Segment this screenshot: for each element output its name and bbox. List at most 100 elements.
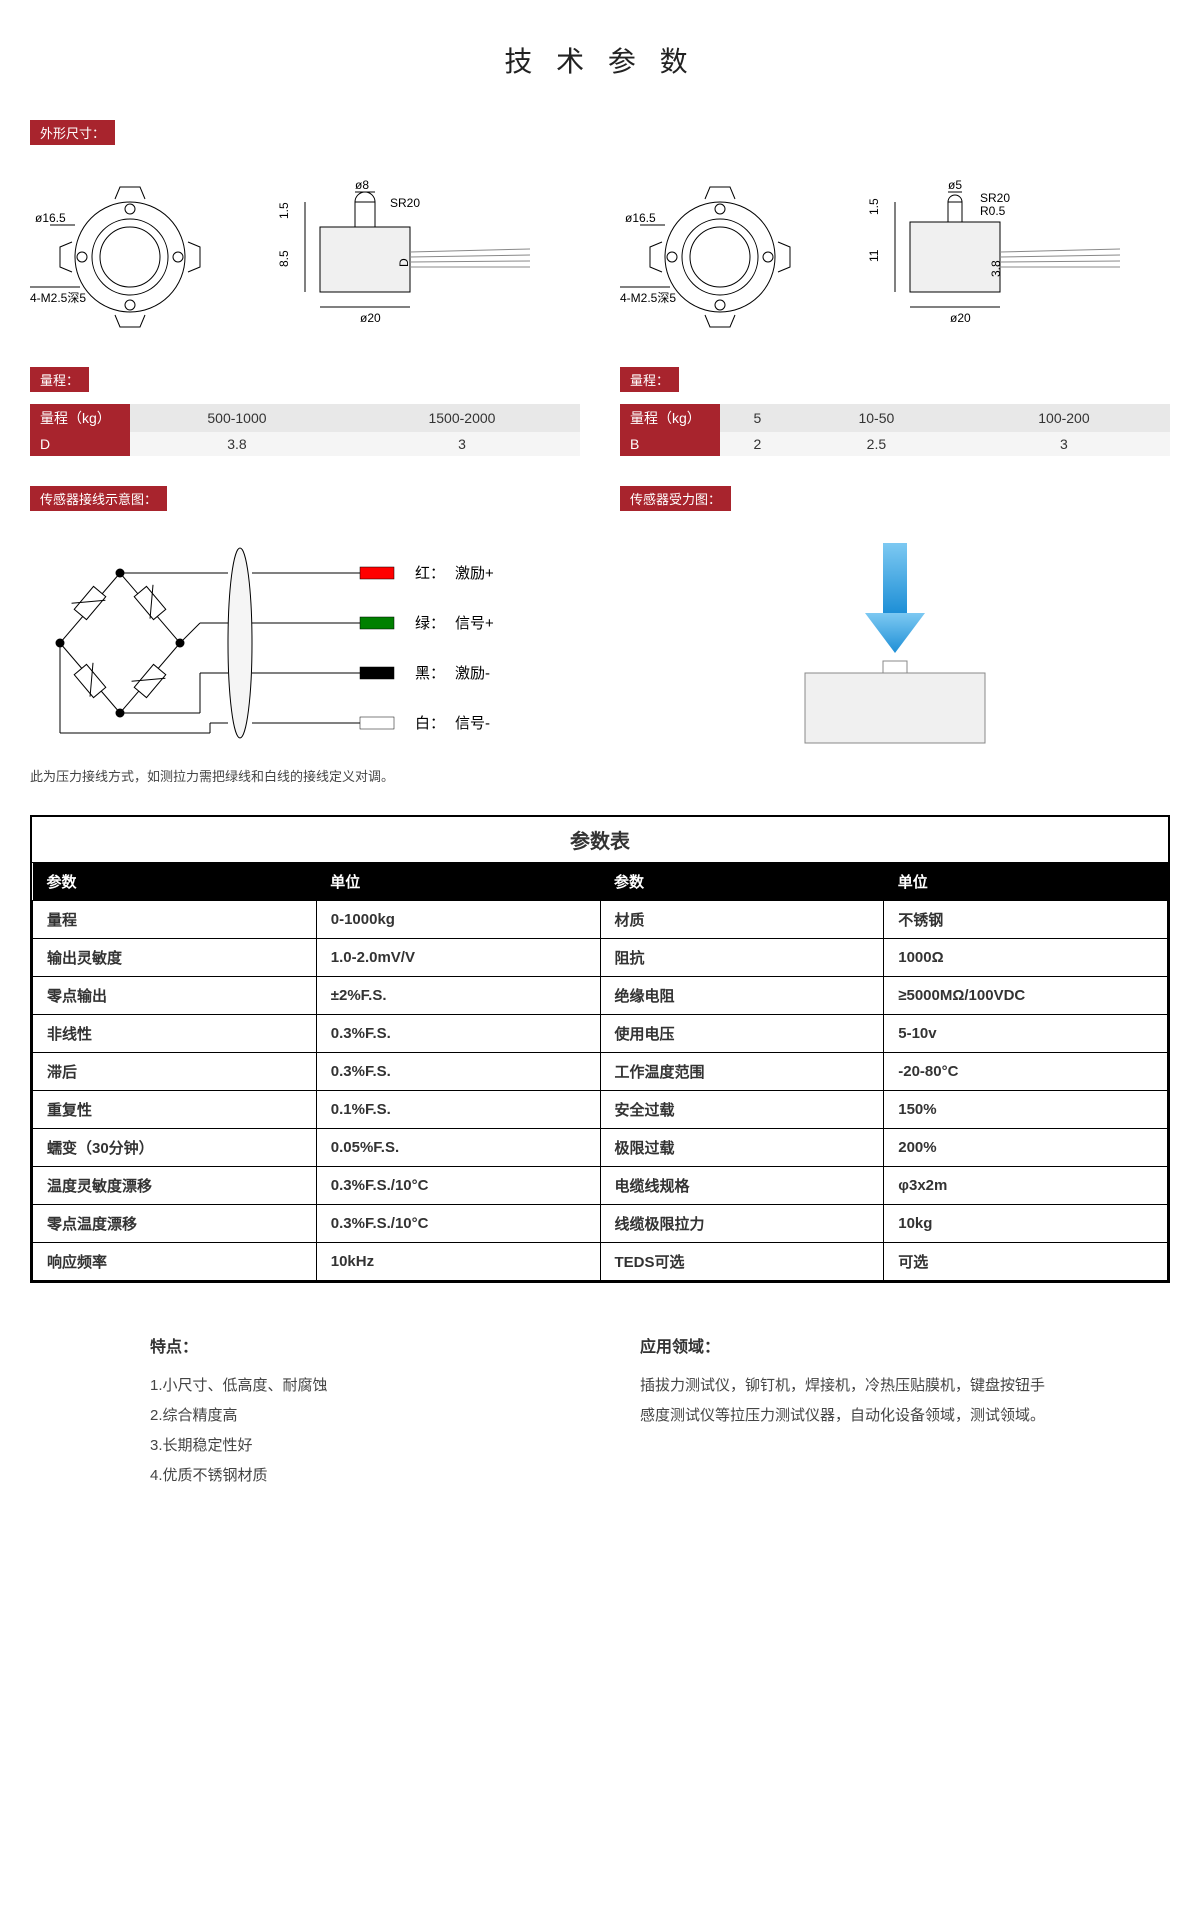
- range-cell: 2.5: [795, 432, 958, 456]
- range-table-left: 量程（kg） 500-1000 1500-2000 D 3.8 3: [30, 404, 580, 456]
- tag-force: 传感器受力图：: [620, 486, 731, 511]
- applications-heading: 应用领域：: [640, 1333, 1050, 1357]
- svg-text:ø20: ø20: [950, 311, 971, 325]
- range-cell: 1500-2000: [344, 404, 580, 432]
- param-cell: 0.3%F.S.: [316, 1015, 600, 1053]
- wire-color-name: 白：: [415, 715, 445, 732]
- param-cell: 0.3%F.S./10°C: [316, 1205, 600, 1243]
- svg-text:1.5: 1.5: [867, 198, 881, 215]
- range-cell: 10-50: [795, 404, 958, 432]
- range-table-right: 量程（kg） 5 10-50 100-200 B 2 2.5 3: [620, 404, 1170, 456]
- range-cell: 100-200: [958, 404, 1170, 432]
- wire-color-swatch: [360, 617, 394, 629]
- param-cell: 5-10v: [884, 1015, 1168, 1053]
- svg-text:11: 11: [867, 249, 881, 262]
- param-cell: 线缆极限拉力: [600, 1205, 884, 1243]
- svg-text:1.5: 1.5: [277, 202, 291, 219]
- range-cell: 3: [344, 432, 580, 456]
- param-cell: 不锈钢: [884, 901, 1168, 939]
- param-cell: 绝缘电阻: [600, 977, 884, 1015]
- param-cell: 响应频率: [33, 1243, 317, 1281]
- param-cell: 蠕变（30分钟）: [33, 1129, 317, 1167]
- svg-text:3.8: 3.8: [989, 260, 1003, 277]
- feature-list: 1.小尺寸、低高度、耐腐蚀2.综合精度高3.长期稳定性好4.优质不锈钢材质: [150, 1371, 560, 1491]
- param-header: 单位: [316, 863, 600, 901]
- range-cell: 3.8: [130, 432, 344, 456]
- range-cell: 2: [720, 432, 795, 456]
- svg-text:D: D: [397, 258, 411, 267]
- param-cell: 极限过载: [600, 1129, 884, 1167]
- applications-text: 插拔力测试仪，铆钉机，焊接机，冷热压贴膜机，键盘按钮手感度测试仪等拉压力测试仪器…: [640, 1371, 1050, 1431]
- svg-text:SR20: SR20: [980, 191, 1010, 205]
- page-title: 技 术 参 数: [30, 40, 1170, 80]
- wire-color-name: 绿：: [415, 615, 445, 632]
- svg-text:ø5: ø5: [948, 178, 962, 192]
- svg-text:SR20: SR20: [390, 196, 420, 210]
- param-cell: 0.3%F.S./10°C: [316, 1167, 600, 1205]
- wire-signal-label: 激励-: [455, 665, 490, 682]
- param-cell: 0.1%F.S.: [316, 1091, 600, 1129]
- param-cell: 10kg: [884, 1205, 1168, 1243]
- param-cell: φ3x2m: [884, 1167, 1168, 1205]
- param-cell: 温度灵敏度漂移: [33, 1167, 317, 1205]
- param-cell: 滞后: [33, 1053, 317, 1091]
- param-cell: 1.0-2.0mV/V: [316, 939, 600, 977]
- param-cell: 使用电压: [600, 1015, 884, 1053]
- feature-item: 3.长期稳定性好: [150, 1431, 560, 1461]
- wire-color-name: 红：: [415, 565, 445, 582]
- wire-signal-label: 激励+: [455, 565, 494, 582]
- param-cell: 0.05%F.S.: [316, 1129, 600, 1167]
- svg-text:8.5: 8.5: [277, 250, 291, 267]
- param-cell: 可选: [884, 1243, 1168, 1281]
- svg-text:R0.5: R0.5: [980, 204, 1006, 218]
- param-cell: 电缆线规格: [600, 1167, 884, 1205]
- param-cell: 200%: [884, 1129, 1168, 1167]
- param-cell: 阻抗: [600, 939, 884, 977]
- param-cell: -20-80°C: [884, 1053, 1168, 1091]
- range-header: 量程（kg）: [620, 404, 720, 432]
- param-cell: 安全过载: [600, 1091, 884, 1129]
- features-heading: 特点：: [150, 1333, 560, 1357]
- param-header: 参数: [33, 863, 317, 901]
- param-cell: 工作温度范围: [600, 1053, 884, 1091]
- wire-color-swatch: [360, 567, 394, 579]
- tag-range-right: 量程：: [620, 367, 679, 392]
- param-header: 参数: [600, 863, 884, 901]
- range-cell: 5: [720, 404, 795, 432]
- range-cell: 3: [958, 432, 1170, 456]
- wire-signal-label: 信号-: [455, 715, 490, 732]
- range-row-label: B: [620, 432, 720, 456]
- range-cell: 500-1000: [130, 404, 344, 432]
- param-cell: 零点输出: [33, 977, 317, 1015]
- param-cell: 量程: [33, 901, 317, 939]
- param-cell: 0-1000kg: [316, 901, 600, 939]
- range-row-label: D: [30, 432, 130, 456]
- param-table: 参数 单位 参数 单位 量程0-1000kg材质不锈钢输出灵敏度1.0-2.0m…: [32, 863, 1168, 1281]
- tag-range-left: 量程：: [30, 367, 89, 392]
- svg-text:ø8: ø8: [355, 178, 369, 192]
- param-cell: 0.3%F.S.: [316, 1053, 600, 1091]
- param-cell: 150%: [884, 1091, 1168, 1129]
- tag-dimensions: 外形尺寸：: [30, 120, 115, 145]
- param-cell: ≥5000MΩ/100VDC: [884, 977, 1168, 1015]
- mechanical-drawing-left: ø16.5 4-M2.5深5: [30, 167, 580, 347]
- range-header: 量程（kg）: [30, 404, 130, 432]
- svg-text:4-M2.5深5: 4-M2.5深5: [30, 291, 86, 305]
- param-cell: 输出灵敏度: [33, 939, 317, 977]
- mechanical-drawing-right: ø16.5 4-M2.5深5: [620, 167, 1170, 347]
- wire-color-swatch: [360, 717, 394, 729]
- wire-signal-label: 信号+: [455, 615, 494, 632]
- wire-color-swatch: [360, 667, 394, 679]
- feature-item: 1.小尺寸、低高度、耐腐蚀: [150, 1371, 560, 1401]
- svg-text:ø20: ø20: [360, 311, 381, 325]
- param-cell: TEDS可选: [600, 1243, 884, 1281]
- param-cell: 1000Ω: [884, 939, 1168, 977]
- wire-color-name: 黑：: [415, 665, 445, 682]
- param-header: 单位: [884, 863, 1168, 901]
- param-cell: 非线性: [33, 1015, 317, 1053]
- param-table-container: 参数表 参数 单位 参数 单位 量程0-1000kg材质不锈钢输出灵敏度1.0-…: [30, 815, 1170, 1283]
- tag-wiring: 传感器接线示意图：: [30, 486, 167, 511]
- svg-text:ø16.5: ø16.5: [35, 211, 66, 225]
- param-cell: 10kHz: [316, 1243, 600, 1281]
- svg-text:ø16.5: ø16.5: [625, 211, 656, 225]
